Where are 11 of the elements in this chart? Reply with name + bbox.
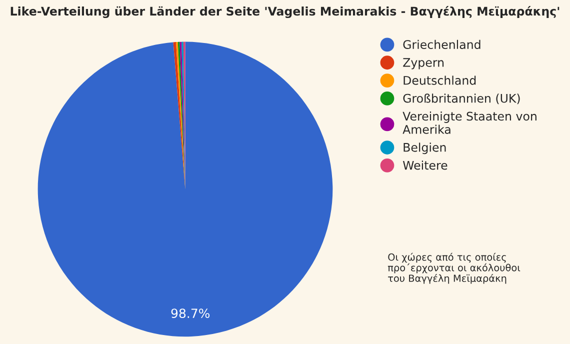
data-label: 98.7% xyxy=(171,308,210,318)
legend-label: Zypern xyxy=(403,58,444,70)
legend-label: Weitere xyxy=(402,160,448,170)
legend-label: Vereinigte Staaten von Amerika xyxy=(402,112,536,134)
text: Οι χώρες από τις οποίες προ΄ερχονται οι ακόλουθοι του Βαγγέλη Μεϊμαράκη xyxy=(388,252,520,284)
legend-label: Deutschland xyxy=(404,76,476,85)
pie-slice xyxy=(38,42,333,337)
legend-label: Belgien xyxy=(404,142,446,154)
legend-label: Großbritannien (UK) xyxy=(403,94,520,104)
chart-title: Like-Verteilung über Länder der Seite 'Vagelis Meimarakis - Βαγγέλης Μεϊμαράκης' xyxy=(10,6,560,18)
legend-label: Griechenland xyxy=(403,40,480,50)
